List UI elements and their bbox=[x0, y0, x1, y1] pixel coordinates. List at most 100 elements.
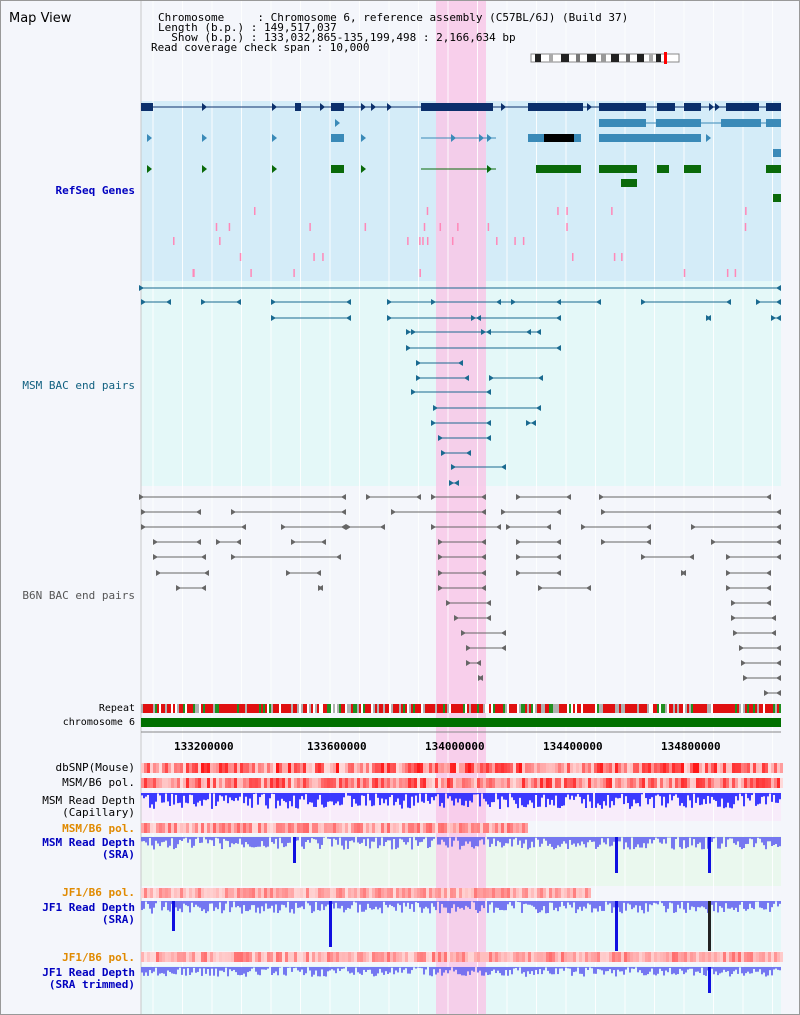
repeat-segment bbox=[545, 704, 547, 713]
polymorphism-cell bbox=[300, 823, 303, 833]
bac-end bbox=[406, 329, 411, 335]
read-depth-bar bbox=[155, 793, 157, 802]
repeat-segment bbox=[707, 704, 709, 713]
read-depth-bar bbox=[581, 901, 583, 911]
polymorphism-cell bbox=[444, 952, 447, 962]
read-depth-bar bbox=[391, 793, 393, 795]
read-depth-bar bbox=[175, 793, 177, 795]
read-depth-bar bbox=[487, 837, 489, 840]
read-depth-bar bbox=[719, 901, 721, 907]
read-depth-bar bbox=[583, 967, 585, 977]
polymorphism-cell bbox=[339, 778, 342, 788]
repeat-segment bbox=[405, 704, 407, 713]
repeat-segment bbox=[421, 704, 423, 713]
track-label-msm-bac[interactable]: MSM BAC end pairs bbox=[22, 379, 135, 392]
polymorphism-cell bbox=[747, 778, 750, 788]
polymorphism-cell bbox=[393, 778, 396, 788]
polymorphism-cell bbox=[636, 952, 639, 962]
polymorphism-cell bbox=[504, 952, 507, 962]
chromosome-ideogram[interactable] bbox=[531, 54, 681, 64]
read-depth-bar bbox=[683, 793, 685, 807]
read-depth-bar bbox=[357, 901, 359, 913]
polymorphism-cell bbox=[480, 763, 483, 773]
polymorphism-cell bbox=[366, 778, 369, 788]
read-depth-bar bbox=[625, 793, 627, 797]
polymorphism-cell bbox=[417, 823, 420, 833]
repeat-segment bbox=[315, 704, 317, 713]
repeat-segment bbox=[289, 704, 291, 713]
read-depth-bar bbox=[357, 793, 359, 806]
read-depth-bar bbox=[493, 967, 495, 970]
polymorphism-cell bbox=[510, 763, 513, 773]
read-depth-bar bbox=[505, 793, 507, 800]
polymorphism-cell bbox=[510, 823, 513, 833]
read-depth-bar bbox=[539, 837, 541, 847]
repeat-segment bbox=[435, 704, 437, 713]
read-depth-bar bbox=[451, 793, 453, 801]
read-depth-bar bbox=[759, 837, 761, 839]
read-depth-bar bbox=[627, 901, 629, 904]
polymorphism-cell bbox=[504, 763, 507, 773]
bac-end bbox=[486, 389, 491, 395]
read-depth-bar bbox=[265, 793, 267, 806]
polymorphism-cell bbox=[144, 823, 147, 833]
repeat-segment bbox=[379, 704, 381, 713]
track-label-refseq[interactable]: RefSeq Genes bbox=[55, 184, 135, 197]
read-depth-bar bbox=[701, 901, 703, 907]
read-depth-bar bbox=[689, 967, 691, 969]
track-label-b6n-bac[interactable]: B6N BAC end pairs bbox=[22, 589, 135, 602]
read-depth-bar bbox=[461, 837, 463, 846]
read-depth-bar bbox=[623, 901, 625, 903]
read-depth-bar bbox=[195, 901, 197, 905]
repeat-segment bbox=[479, 704, 481, 713]
read-depth-bar bbox=[297, 967, 299, 971]
repeat-segment bbox=[457, 704, 459, 713]
read-depth-spike bbox=[708, 967, 711, 993]
read-depth-bar bbox=[303, 793, 305, 800]
read-depth-bar bbox=[743, 967, 745, 976]
polymorphism-cell bbox=[363, 888, 366, 898]
polymorphism-cell bbox=[597, 952, 600, 962]
snp-feature bbox=[457, 223, 459, 231]
read-depth-bar bbox=[195, 837, 197, 839]
bac-end bbox=[438, 570, 443, 576]
read-depth-bar bbox=[199, 967, 201, 969]
polymorphism-cell bbox=[309, 952, 312, 962]
polymorphism-cell bbox=[345, 888, 348, 898]
read-depth-bar bbox=[481, 901, 483, 906]
read-depth-bar bbox=[339, 967, 341, 971]
polymorphism-cell bbox=[549, 888, 552, 898]
bac-end bbox=[771, 630, 776, 636]
repeat-segment bbox=[463, 704, 465, 713]
polymorphism-cell bbox=[183, 952, 186, 962]
polymorphism-cell bbox=[213, 952, 216, 962]
track-label-jf1-b6-pol-2: JF1/B6 pol. bbox=[62, 951, 135, 964]
repeat-segment bbox=[607, 704, 609, 713]
read-depth-bar bbox=[699, 901, 701, 908]
read-depth-bar bbox=[441, 793, 443, 803]
polymorphism-cell bbox=[426, 888, 429, 898]
read-depth-bar bbox=[773, 793, 775, 795]
read-depth-bar bbox=[383, 967, 385, 975]
polymorphism-cell bbox=[210, 763, 213, 773]
polymorphism-cell bbox=[414, 778, 417, 788]
polymorphism-cell bbox=[285, 763, 288, 773]
read-depth-bar bbox=[311, 967, 313, 977]
gene-exon bbox=[331, 165, 344, 173]
repeat-segment bbox=[339, 704, 341, 713]
axis-tick: 133600000 bbox=[307, 740, 367, 753]
polymorphism-cell bbox=[222, 763, 225, 773]
repeat-segment bbox=[331, 704, 333, 713]
read-depth-bar bbox=[251, 967, 253, 969]
bac-end bbox=[341, 509, 346, 515]
read-depth-bar bbox=[215, 967, 217, 969]
read-depth-bar bbox=[395, 837, 397, 850]
polymorphism-cell bbox=[519, 952, 522, 962]
read-depth-bar bbox=[719, 967, 721, 974]
read-depth-bar bbox=[409, 967, 411, 974]
read-depth-bar bbox=[563, 793, 565, 806]
read-depth-bar bbox=[579, 967, 581, 974]
read-depth-bar bbox=[777, 901, 779, 907]
polymorphism-cell bbox=[183, 778, 186, 788]
